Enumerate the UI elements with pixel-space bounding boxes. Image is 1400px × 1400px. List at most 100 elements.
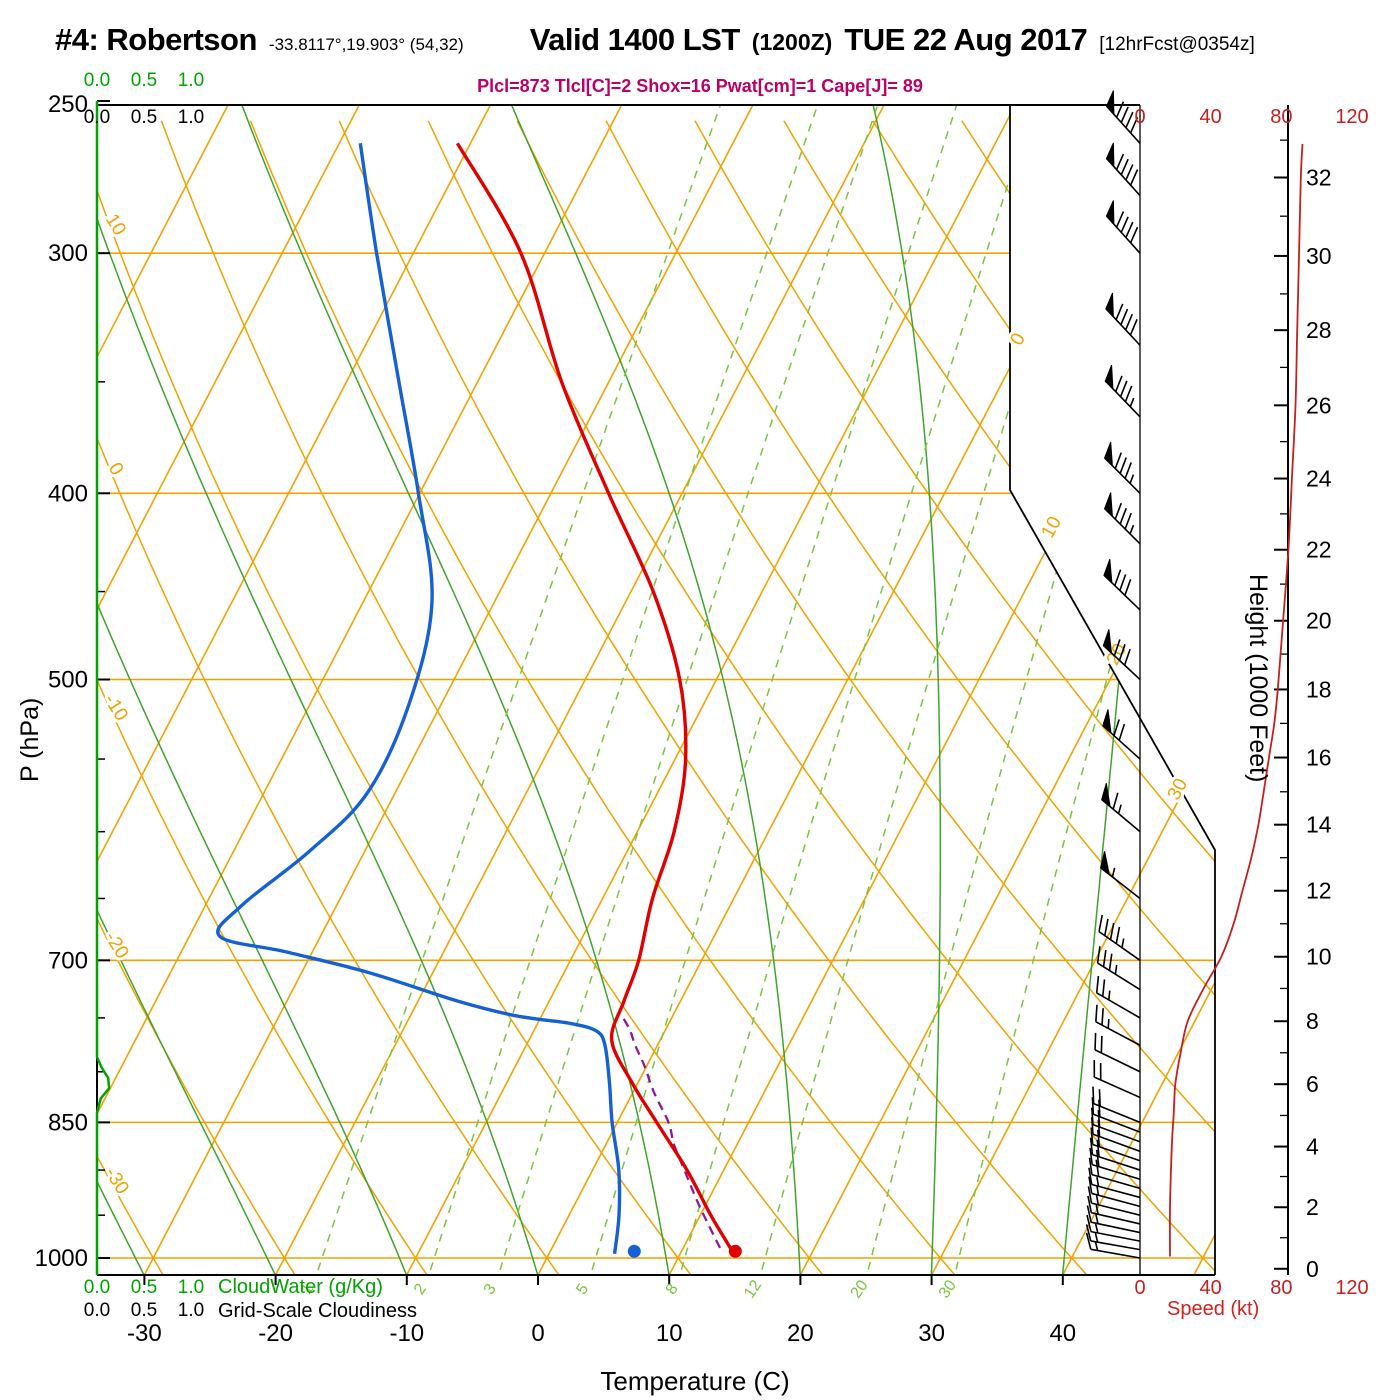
wind-barb <box>1103 559 1141 611</box>
scale-tick: 0.5 <box>130 70 158 91</box>
wind-barb <box>1093 1060 1141 1099</box>
title-bar: #4: Robertson -33.8117°,19.903° (54,32) … <box>55 22 1255 58</box>
wind-barb <box>1104 441 1141 494</box>
wind-barb <box>1095 1004 1141 1046</box>
valid-date: TUE 22 Aug 2017 <box>844 22 1088 57</box>
wind-barb <box>1100 851 1141 900</box>
temperature-tick-label: 30 <box>918 1320 945 1347</box>
wind-barb <box>1088 1167 1141 1199</box>
wind-barb <box>1085 1224 1141 1251</box>
wind-barb <box>1101 783 1141 833</box>
speed-axis-title: Speed (kt) <box>1167 1298 1260 1320</box>
pressure-axis: 250 300 400 500 700 850 1000 <box>35 91 110 1272</box>
mixing-ratio-label: 8 <box>663 1281 682 1298</box>
isotherm-label: 10 <box>1038 513 1066 542</box>
temperature-tick-label: 40 <box>1049 1320 1076 1347</box>
temperature-tick-label: 0 <box>531 1320 544 1347</box>
mixing-ratio-label: 30 <box>936 1277 960 1301</box>
mixing-ratio-label: 3 <box>481 1281 500 1298</box>
height-tick-label: 20 <box>1306 608 1332 634</box>
height-tick-label: 16 <box>1306 745 1332 771</box>
scale-tick: 1.0 <box>177 107 205 128</box>
sounding-curves <box>216 142 736 1255</box>
height-tick-label: 22 <box>1306 537 1332 563</box>
pressure-tick-label: 400 <box>48 480 88 507</box>
isotherm-label: 30 <box>1164 775 1192 804</box>
mixing-ratio-label: 20 <box>848 1277 872 1301</box>
speed-tick-label: 40 <box>1200 1277 1222 1299</box>
wind-barb <box>1087 1186 1141 1216</box>
mixing-ratio-label: 12 <box>741 1277 765 1301</box>
height-tick-label: 2 <box>1306 1194 1319 1220</box>
surface-dewpoint-dot <box>627 1244 641 1258</box>
pressure-tick-label: 1000 <box>35 1245 88 1272</box>
forecast-tag: [12hrFcst@0354z] <box>1099 34 1255 55</box>
pressure-tick-label: 250 <box>48 91 88 118</box>
scale-tick: 0.5 <box>130 107 158 128</box>
wind-barb <box>1085 1232 1141 1259</box>
height-tick-label: 0 <box>1306 1256 1319 1282</box>
speed-tick-label: 40 <box>1200 106 1222 128</box>
height-axis-title: Height (1000 Feet) <box>1244 574 1272 783</box>
scale-tick: 1.0 <box>177 70 205 91</box>
scale-tick: 1.0 <box>177 1300 205 1321</box>
height-tick-label: 24 <box>1306 466 1332 492</box>
wind-barb <box>1089 1147 1141 1181</box>
wind-barb <box>1092 1086 1141 1124</box>
height-tick-label: 18 <box>1306 676 1332 702</box>
wind-barb <box>1090 1107 1141 1143</box>
wind-barb <box>1105 90 1141 144</box>
wind-barb <box>1095 975 1141 1019</box>
wind-barb <box>1102 629 1141 681</box>
wind-barb <box>1088 1157 1141 1190</box>
scale-tick: 0.0 <box>83 107 111 128</box>
cloudwater-axis-title: CloudWater (g/Kg) <box>218 1276 383 1298</box>
wind-speed-profile <box>1168 143 1304 1257</box>
valid-zulu: (1200Z) <box>751 29 833 55</box>
isobar-lines <box>97 252 1215 1259</box>
temperature-axis: -30 -20 -10 0 10 20 30 40 <box>127 1275 1076 1347</box>
height-tick-label: 6 <box>1306 1071 1319 1097</box>
speed-tick-label: 80 <box>1270 106 1292 128</box>
station-coords: -33.8117°,19.903° (54,32) <box>268 35 464 54</box>
scale-tick: 0.0 <box>83 1300 111 1321</box>
station-title: #4: Robertson <box>55 22 257 57</box>
sounding-indices: Plcl=873 Tlcl[C]=2 Shox=16 Pwat[cm]=1 Ca… <box>477 76 923 96</box>
scale-tick: 0.0 <box>83 70 111 91</box>
wind-barb <box>1091 1097 1141 1133</box>
plot-frame <box>96 104 1216 1276</box>
wind-barb <box>1105 142 1141 197</box>
pressure-tick-label: 850 <box>48 1109 88 1136</box>
scale-tick: 0.0 <box>83 1277 111 1298</box>
wind-barbs <box>1085 90 1141 1259</box>
dry-adiabat-label: -30 <box>100 1164 132 1198</box>
surface-temperature-dot <box>728 1244 742 1258</box>
temperature-tick-label: -20 <box>258 1320 293 1347</box>
height-tick-label: 12 <box>1306 878 1332 904</box>
wind-barb <box>1105 200 1141 254</box>
moist-adiabat-lines <box>97 105 1167 1275</box>
wind-barb <box>1086 1214 1141 1242</box>
temperature-tick-label: 20 <box>787 1320 814 1347</box>
wind-barb <box>1098 914 1141 961</box>
wind-barb <box>1102 709 1141 760</box>
mixing-ratio-label: 2 <box>411 1281 430 1298</box>
temperature-axis-title: Temperature (C) <box>600 1366 790 1396</box>
valid-time: Valid 1400 LST <box>529 22 741 57</box>
height-tick-label: 10 <box>1306 944 1332 970</box>
wind-barb <box>1090 1127 1141 1162</box>
temperature-tick-label: 10 <box>656 1320 683 1347</box>
pressure-tick-label: 500 <box>48 667 88 694</box>
speed-tick-label: 120 <box>1335 1277 1368 1299</box>
temperature-curve <box>455 142 736 1255</box>
temperature-tick-label: -10 <box>389 1320 424 1347</box>
dewpoint-curve <box>216 143 622 1254</box>
height-tick-label: 8 <box>1306 1008 1319 1034</box>
height-tick-label: 14 <box>1306 812 1332 838</box>
wind-barb <box>1087 1195 1141 1225</box>
pressure-tick-label: 300 <box>48 240 88 267</box>
